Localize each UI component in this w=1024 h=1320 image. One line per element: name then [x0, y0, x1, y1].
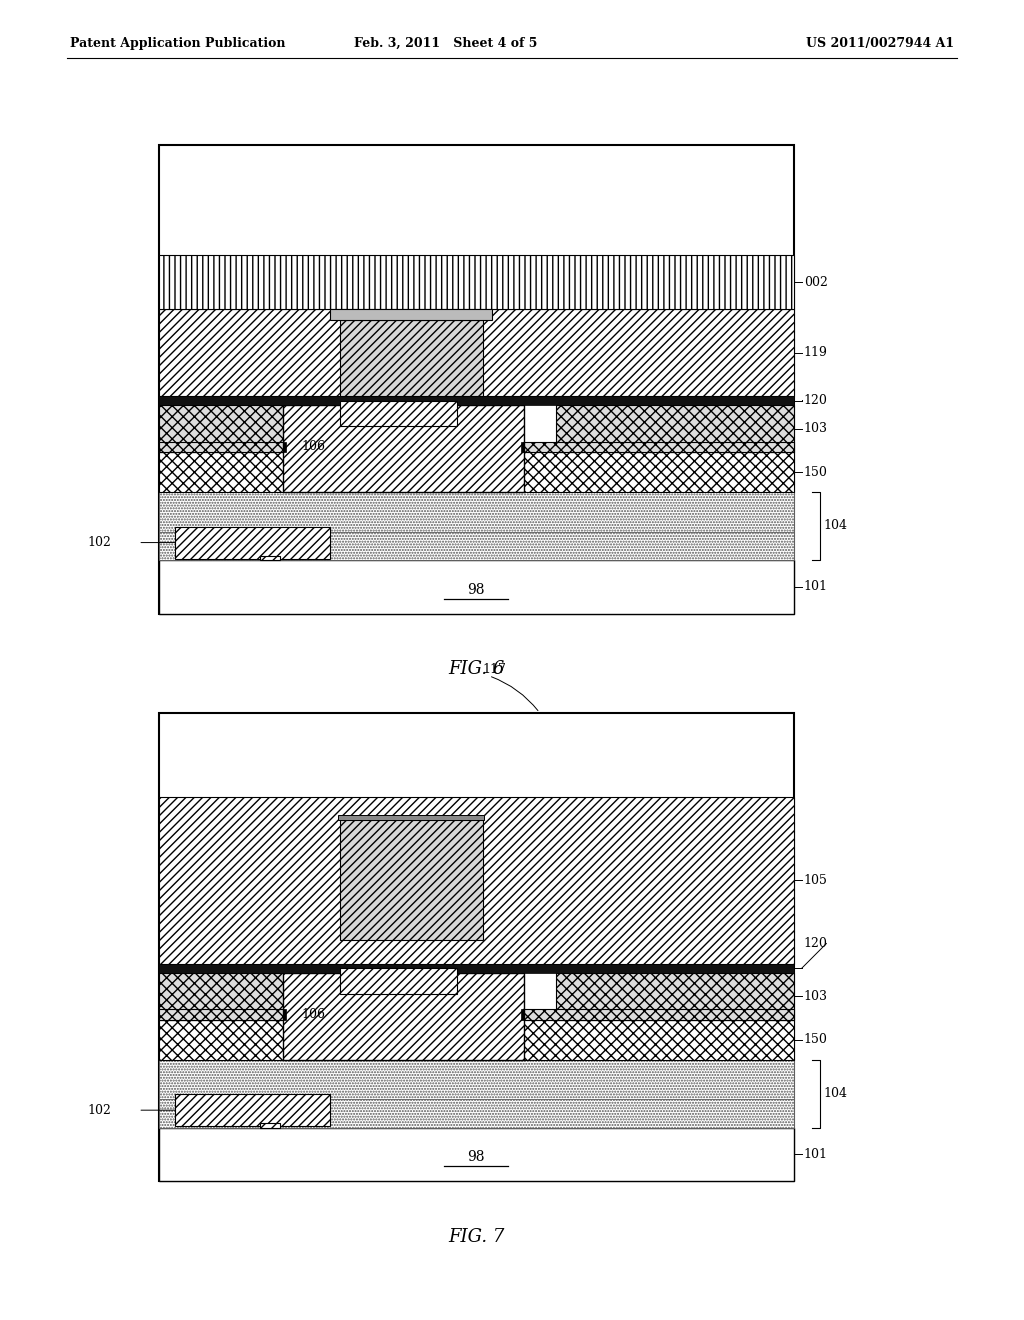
- Text: 119: 119: [804, 346, 827, 359]
- Text: 104: 104: [823, 520, 847, 532]
- Bar: [159, 713, 794, 1181]
- Text: 98: 98: [467, 582, 485, 597]
- Bar: [260, 556, 281, 560]
- Text: 106: 106: [302, 441, 326, 453]
- Bar: [283, 405, 524, 492]
- Text: 103: 103: [804, 990, 827, 1003]
- Bar: [159, 1010, 794, 1020]
- Bar: [283, 973, 524, 1060]
- Bar: [338, 816, 484, 821]
- Bar: [340, 968, 457, 994]
- Text: 109: 109: [361, 352, 385, 366]
- Bar: [555, 973, 794, 1020]
- Text: FIG. 7: FIG. 7: [447, 1228, 505, 1246]
- Bar: [159, 973, 286, 1020]
- Bar: [283, 1010, 286, 1020]
- Text: Feb. 3, 2011   Sheet 4 of 5: Feb. 3, 2011 Sheet 4 of 5: [353, 37, 538, 50]
- Text: US 2011/0027944 A1: US 2011/0027944 A1: [806, 37, 954, 50]
- Bar: [330, 309, 493, 319]
- Text: Patent Application Publication: Patent Application Publication: [70, 37, 285, 50]
- Bar: [174, 527, 330, 558]
- Bar: [159, 396, 794, 405]
- Text: 98: 98: [467, 1150, 485, 1164]
- Bar: [159, 309, 794, 396]
- Text: 150: 150: [804, 466, 827, 479]
- Bar: [260, 1123, 281, 1127]
- Bar: [159, 442, 794, 453]
- Bar: [520, 442, 523, 453]
- Text: 102: 102: [87, 1104, 111, 1117]
- Text: 104: 104: [823, 1088, 847, 1100]
- Text: FIG. 6: FIG. 6: [447, 660, 505, 678]
- Text: 105: 105: [804, 874, 827, 887]
- Bar: [283, 442, 286, 453]
- Bar: [159, 1020, 794, 1060]
- Bar: [520, 1010, 523, 1020]
- Text: 101: 101: [804, 581, 827, 594]
- Bar: [159, 964, 794, 973]
- Text: 120: 120: [804, 937, 827, 950]
- Bar: [340, 821, 482, 940]
- Bar: [174, 1094, 330, 1126]
- Text: 120: 120: [804, 393, 827, 407]
- Bar: [159, 1127, 794, 1181]
- Bar: [555, 405, 794, 453]
- Text: 002: 002: [804, 276, 827, 289]
- Bar: [159, 453, 794, 492]
- Text: 117: 117: [482, 663, 507, 676]
- Bar: [159, 1060, 794, 1100]
- Bar: [159, 255, 794, 309]
- Bar: [159, 492, 794, 532]
- Bar: [340, 400, 457, 426]
- Bar: [159, 405, 286, 453]
- Text: 102: 102: [87, 536, 111, 549]
- Text: 101: 101: [804, 1148, 827, 1162]
- Text: 150: 150: [804, 1034, 827, 1047]
- Bar: [159, 560, 794, 614]
- Bar: [340, 319, 482, 396]
- Bar: [159, 1100, 794, 1127]
- Text: 106: 106: [302, 1008, 326, 1020]
- Text: 109: 109: [356, 880, 381, 892]
- Bar: [159, 532, 794, 560]
- Bar: [159, 145, 794, 614]
- Text: 103: 103: [804, 422, 827, 436]
- Bar: [159, 797, 794, 964]
